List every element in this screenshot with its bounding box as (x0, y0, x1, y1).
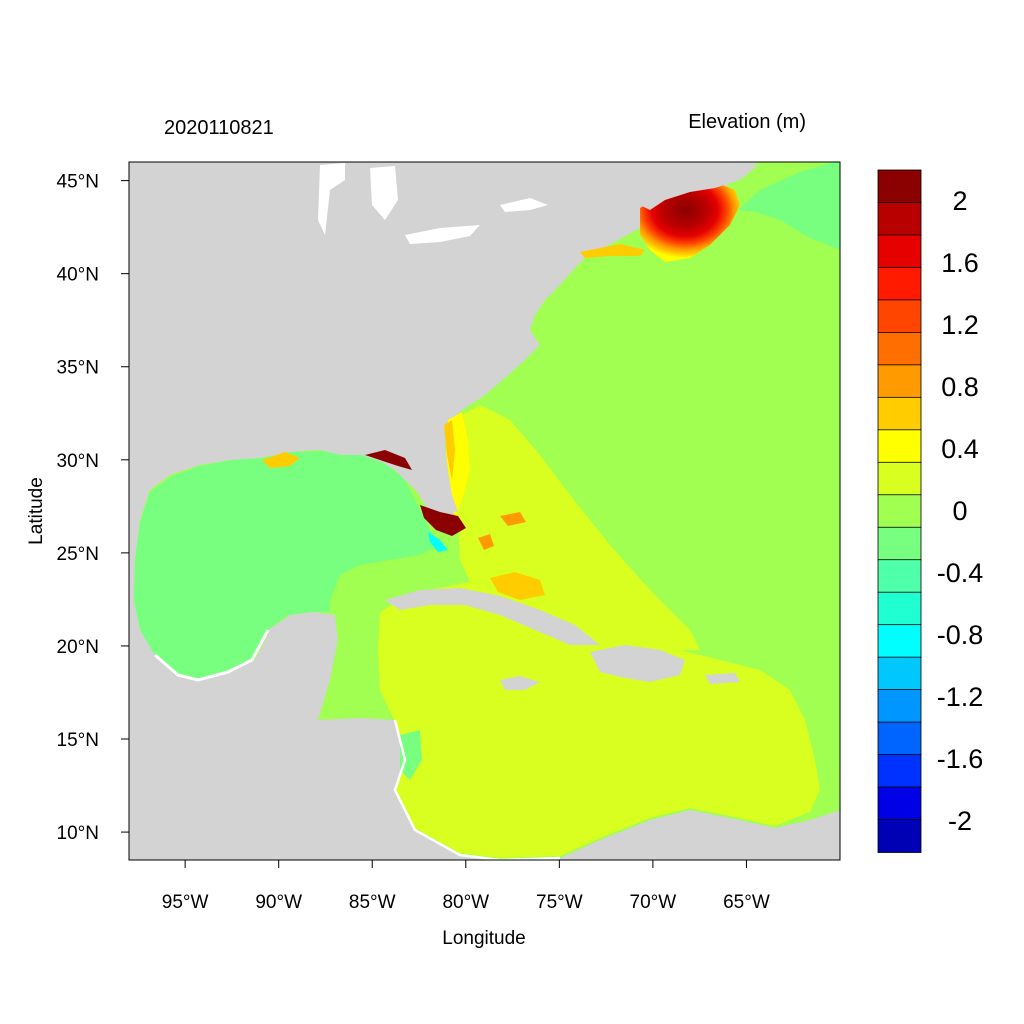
colorbar-swatch (877, 526, 922, 561)
colorbar-swatch (877, 169, 922, 204)
colorbar-swatch (877, 364, 922, 399)
colorbar-swatch (877, 721, 922, 756)
mexico-gulf-coast (154, 629, 270, 682)
colorbar-swatch (877, 819, 922, 853)
florida-current-band (446, 405, 700, 650)
scotian-shelf-water (738, 162, 840, 250)
new-england-land (640, 164, 760, 210)
louisiana-coast-surge (262, 452, 300, 468)
colorbar-swatch (877, 202, 922, 236)
colorbar-swatch (877, 429, 922, 464)
florida-keys-negative (428, 532, 448, 552)
colorbar-swatch (877, 234, 922, 269)
colorbar-swatch (877, 591, 922, 626)
cuba-land (385, 588, 600, 645)
x-axis: 95°W 90°W 85°W 80°W 75°W 70°W 65°W (162, 860, 770, 913)
x-tick-label: 95°W (162, 892, 209, 913)
yucatan-channel-water (312, 548, 470, 720)
colorbar-swatch (877, 786, 922, 821)
map-frame (128, 161, 841, 861)
colorbar-label: 1.2 (941, 310, 979, 340)
south-florida-surge (420, 505, 466, 536)
colorbar-swatch (877, 331, 922, 366)
y-tick-label: 40°N (57, 265, 99, 286)
southeast-coast-surge-orange (444, 420, 455, 480)
y-tick-label: 45°N (57, 172, 99, 193)
map-panel (129, 162, 840, 860)
colorbar-label: 0.8 (941, 372, 979, 402)
x-tick-label: 70°W (630, 892, 677, 913)
y-tick-label: 20°N (57, 637, 99, 658)
y-tick-label: 30°N (57, 451, 99, 472)
colorbar-label: 0 (952, 496, 967, 526)
gulf-of-mexico (134, 451, 440, 680)
colorbar-swatch (877, 559, 922, 594)
caribbean-sea (378, 582, 820, 858)
colorbar-swatch (877, 267, 922, 301)
florida-land (395, 445, 458, 512)
great-lakes (318, 163, 548, 244)
colorbar-swatch (877, 461, 922, 496)
bahamas-surge (490, 572, 545, 600)
x-tick-label: 90°W (255, 892, 302, 913)
yucatan-land (265, 612, 338, 720)
colorbar-label: 2 (952, 186, 967, 216)
colorbar-swatch (877, 656, 922, 691)
colorbar-label: -1.2 (937, 682, 984, 712)
colorbar-label: -1.6 (937, 744, 984, 774)
colorbar-label: -0.8 (937, 620, 984, 650)
x-tick-label: 80°W (442, 892, 489, 913)
big-bend-surge (365, 450, 412, 470)
map-timestamp: 2020110821 (164, 117, 274, 139)
x-tick-label: 85°W (349, 892, 396, 913)
colorbar-swatch (877, 624, 922, 659)
y-axis: 45°N 40°N 35°N 30°N 25°N 20°N 15°N 10°N (57, 172, 129, 844)
colorbar-label: 1.6 (941, 248, 979, 278)
y-tick-label: 10°N (57, 823, 99, 844)
puerto-rico-land (705, 673, 740, 684)
hispaniola-land (590, 645, 685, 682)
honduras-coast-water (400, 730, 422, 780)
y-tick-label: 15°N (57, 730, 99, 751)
colorbar: 2 1.6 1.2 0.8 0.4 0 -0.4 -0.8 -1.2 -1.6 -2 (877, 169, 984, 853)
bahamas-surge-2 (478, 534, 494, 550)
y-tick-label: 35°N (57, 358, 99, 379)
colorbar-swatch (877, 299, 922, 334)
jamaica-land (500, 676, 540, 690)
y-axis-title: Latitude (26, 477, 47, 545)
x-axis-title: Longitude (442, 928, 525, 949)
colorbar-label: 0.4 (941, 434, 979, 464)
colorbar-swatch (877, 494, 922, 529)
central-america-coast (393, 719, 561, 860)
map-variable-title: Elevation (m) (688, 111, 806, 133)
northeast-surge (640, 182, 740, 262)
colorbar-swatch (877, 396, 922, 431)
colorbar-swatch (877, 689, 922, 723)
colorbar-label: -0.4 (937, 558, 984, 588)
x-tick-label: 75°W (536, 892, 583, 913)
long-island-surge (580, 244, 645, 258)
y-tick-label: 25°N (57, 544, 99, 565)
x-tick-label: 65°W (723, 892, 770, 913)
colorbar-swatch (877, 754, 922, 788)
colorbar-label: -2 (948, 806, 972, 836)
bahamas-surge-3 (500, 512, 526, 526)
